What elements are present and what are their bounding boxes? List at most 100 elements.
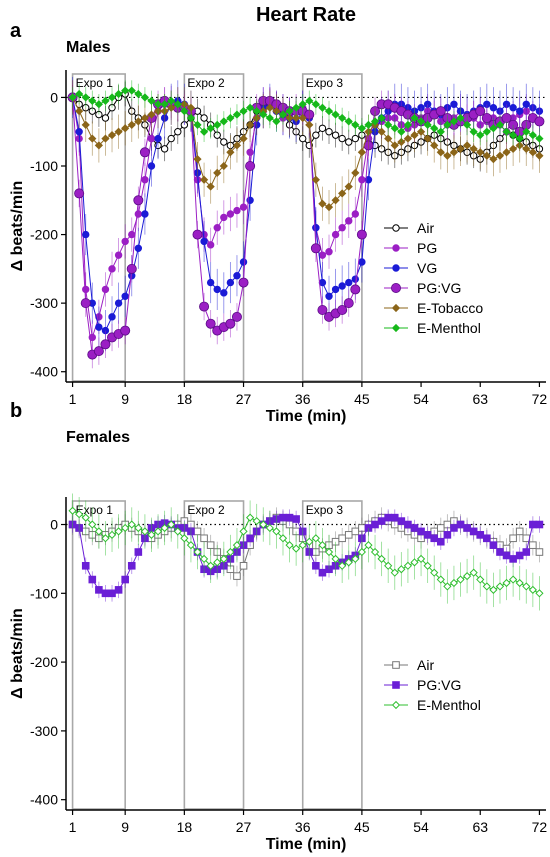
data-point — [134, 89, 143, 99]
data-point — [200, 237, 208, 246]
legend-marker — [392, 264, 400, 272]
data-point — [88, 575, 97, 584]
data-point — [423, 134, 432, 143]
data-point — [298, 113, 307, 123]
data-point — [107, 93, 117, 102]
data-point — [173, 100, 182, 109]
data-point — [351, 210, 360, 218]
data-point — [114, 89, 123, 99]
data-point — [325, 292, 333, 300]
data-point — [225, 318, 236, 329]
data-point — [345, 278, 353, 287]
data-point — [186, 113, 196, 123]
x-tick-label: 63 — [472, 391, 488, 407]
data-point — [482, 582, 491, 591]
data-point — [213, 558, 222, 567]
exposure-window — [301, 500, 363, 810]
data-point — [121, 237, 129, 246]
data-point — [259, 520, 268, 529]
x-tick-label: 1 — [69, 391, 77, 407]
data-point — [239, 203, 248, 211]
data-point — [495, 151, 505, 160]
data-point — [246, 534, 254, 543]
data-point — [390, 568, 399, 577]
data-point — [101, 114, 110, 122]
data-point — [192, 229, 203, 240]
data-point — [463, 524, 471, 532]
data-point — [199, 175, 209, 184]
data-point — [173, 527, 182, 536]
data-point — [370, 547, 380, 557]
data-point — [338, 282, 346, 290]
data-point — [351, 527, 360, 536]
data-point — [141, 176, 149, 184]
data-point — [509, 131, 518, 140]
data-point — [535, 134, 544, 143]
legend-marker — [392, 661, 400, 669]
data-point — [469, 127, 478, 136]
data-point — [390, 513, 399, 522]
data-point — [167, 520, 176, 529]
data-point — [120, 325, 131, 336]
data-point — [344, 182, 353, 191]
panel-label: b — [10, 400, 22, 422]
data-point — [345, 217, 353, 225]
data-point — [153, 100, 163, 109]
data-point — [338, 561, 347, 570]
y-axis-label: Δ beats/min — [9, 608, 26, 699]
legend-label: PG:VG — [417, 280, 461, 296]
legend-label: Air — [417, 657, 434, 673]
data-point — [206, 124, 215, 133]
data-point — [397, 127, 406, 136]
data-point — [462, 120, 472, 129]
data-point — [220, 289, 228, 297]
data-point — [469, 527, 478, 536]
data-point — [174, 128, 182, 136]
data-point — [337, 304, 348, 315]
data-point — [535, 548, 544, 556]
data-point — [239, 258, 248, 266]
data-point — [232, 141, 242, 150]
panel-b-females: b Females Expo 1 Expo 2 Expo 3 0 -100 -200 -300 -… — [9, 400, 547, 853]
data-point — [364, 541, 373, 550]
data-point — [331, 554, 340, 564]
data-point — [449, 148, 459, 157]
data-point — [377, 127, 386, 136]
data-point — [430, 568, 439, 577]
data-point — [180, 107, 189, 116]
legend-marker — [392, 224, 400, 232]
legend-label: VG — [417, 260, 437, 276]
data-point — [233, 272, 241, 280]
figure-title: Heart Rate — [256, 4, 356, 26]
data-point — [364, 176, 373, 184]
data-point — [443, 531, 452, 539]
data-point — [324, 547, 334, 557]
data-point — [127, 520, 136, 529]
data-point — [265, 113, 274, 123]
y-tick-label: 0 — [50, 89, 58, 105]
data-point — [206, 561, 215, 570]
data-point — [252, 516, 261, 526]
data-point — [305, 96, 314, 105]
exposure-label: Expo 2 — [187, 76, 225, 90]
data-point — [134, 244, 143, 252]
data-point — [285, 513, 294, 522]
data-point — [357, 148, 366, 157]
data-point — [436, 127, 445, 136]
data-point — [285, 541, 294, 550]
data-point — [482, 151, 491, 160]
data-point — [443, 120, 452, 129]
x-tick-label: 54 — [413, 819, 429, 835]
data-point — [147, 134, 156, 143]
data-point — [278, 110, 288, 119]
data-point — [94, 527, 103, 536]
data-point — [338, 134, 346, 143]
data-point — [127, 120, 136, 129]
data-point — [246, 103, 255, 112]
exposure-window — [183, 500, 245, 810]
data-point — [529, 520, 537, 529]
legend-marker — [391, 700, 401, 710]
data-point — [245, 160, 256, 171]
data-point — [338, 534, 346, 543]
